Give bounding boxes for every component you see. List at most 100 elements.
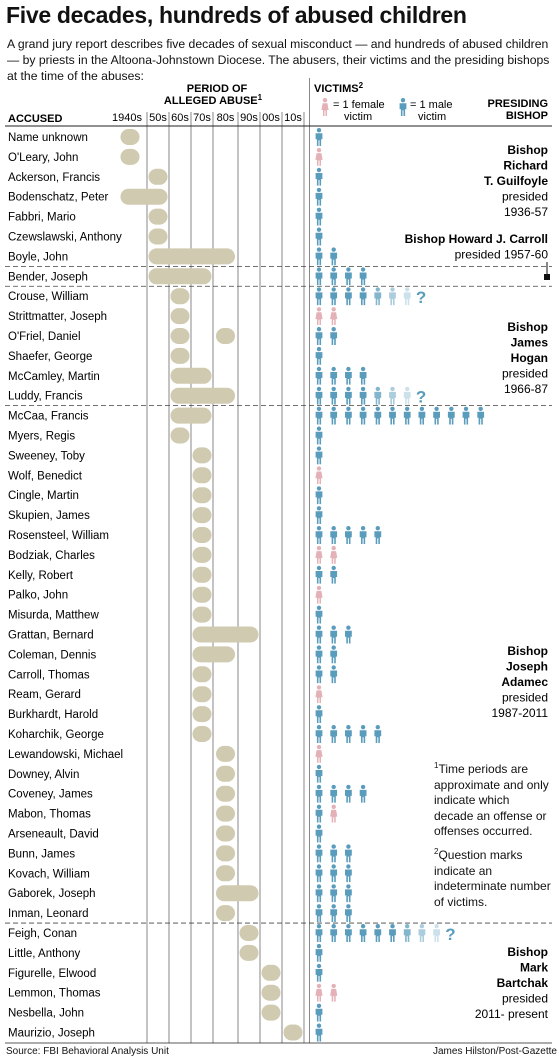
male-victim-icon [330,247,338,266]
male-victim-icon [315,426,323,445]
accused-name: Rosensteel, William [8,530,109,542]
abuse-period-bar [192,726,212,742]
accused-name: Myers, Regis [8,431,75,443]
abuse-period-bar [261,964,281,981]
male-victim-icon [315,764,323,783]
period-header-line2: ALLEGED ABUSE1 [164,93,263,107]
male-victim-icon [315,366,323,385]
male-victim-icon [330,844,338,863]
accused-name: Kovach, William [8,868,90,880]
male-victim-icon [315,565,323,584]
accused-name: Bender, Joseph [8,271,88,283]
indeterminate-victim-icon [403,924,411,942]
accused-header: ACCUSED [8,113,62,125]
male-victim-icon [315,844,323,863]
male-victim-icon [345,725,352,743]
female-legend-label2: victim [344,111,372,123]
male-victim-icon [330,366,338,385]
male-victim-icon [315,247,323,266]
accused-name: O'Friel, Daniel [8,331,81,343]
accused-name: Arseneault, David [8,829,99,841]
male-legend-label: = 1 male [410,99,453,111]
credit-note: James Hilston/Post-Gazette [433,1046,557,1057]
intro-text: A grand jury report describes five decad… [7,37,550,83]
abuse-period-bar [120,129,140,145]
decade-label: 10s [284,112,302,124]
abuse-period-bar [216,785,235,802]
abuse-period-bar [148,268,212,285]
abuse-period-bar [148,228,168,245]
male-victim-icon [433,406,440,425]
abuse-period-bar [120,188,168,205]
decade-label: 1940s [112,112,142,124]
abuse-period-bar [170,387,235,404]
abuse-period-bar [170,407,212,424]
abuse-period-bar [216,745,235,762]
abuse-period-bar [192,527,212,543]
male-victim-icon [315,665,323,684]
male-victim-icon [447,406,455,425]
female-victim-icon [330,545,338,564]
abuse-period-bar [239,925,259,941]
male-legend-label2: victim [418,111,446,123]
bishop-tenure: 2011- present [475,1007,549,1021]
female-victim-icon [315,744,323,763]
male-victim-icon [345,864,352,883]
male-victim-icon [359,267,367,286]
male-victim-icon [330,565,338,584]
male-victim-icon [359,287,367,306]
question-mark: ? [445,925,455,944]
male-victim-icon [315,625,323,644]
male-victim-icon [315,227,323,246]
accused-name: Lewandowski, Michael [8,749,123,761]
abuse-period-bar [216,885,259,902]
accused-name: McCaa, Francis [8,411,89,423]
indeterminate-victim-icon [403,386,411,405]
male-legend-icon [399,98,407,116]
abuse-period-bar [148,168,168,185]
bishop-name: Bishop Howard J. Carroll [405,232,548,246]
female-victim-icon [315,545,323,564]
indeterminate-victim-icon [389,386,396,405]
male-victim-icon [315,1023,323,1042]
bishop-tenure: presided [502,190,548,204]
male-victim-icon [315,884,323,903]
male-victim-icon [345,386,352,405]
male-victim-icon [330,625,338,644]
male-victim-icon [330,406,338,425]
decade-label: 90s [240,112,258,124]
footnotes: 1Time periods are approximate and only i… [434,758,552,914]
accused-name: Bodziak, Charles [8,550,95,562]
male-victim-icon [418,406,426,425]
male-victim-icon [345,287,352,306]
female-victim-icon [315,147,323,166]
male-victim-icon [359,406,367,425]
accused-name: Ackerson, Francis [8,172,100,184]
male-victim-icon [315,804,323,823]
abuse-period-bar [192,546,212,563]
accused-name: Misurda, Matthew [8,610,99,622]
bishop-name: Hogan [511,351,548,365]
female-victim-icon [315,307,323,326]
male-victim-icon [345,924,352,942]
male-victim-icon [315,187,323,206]
male-victim-icon [345,625,352,644]
male-victim-icon [315,386,323,405]
bishop-name: Richard [503,159,548,173]
accused-name: Luddy, Francis [8,391,83,403]
male-victim-icon [315,506,323,525]
male-victim-icon [315,526,323,544]
male-victim-icon [345,844,352,863]
male-victim-icon [315,645,323,664]
male-victim-icon [330,665,338,684]
abuse-period-bar [192,586,212,603]
question-mark: ? [416,388,426,407]
abuse-period-bar [192,626,259,643]
decade-label: 00s [262,112,280,124]
victims-header: VICTIMS2 [314,81,364,95]
male-victim-icon [330,884,338,903]
abuse-period-bar [192,706,212,723]
male-victim-icon [330,287,338,306]
abuse-period-bar [170,328,190,344]
